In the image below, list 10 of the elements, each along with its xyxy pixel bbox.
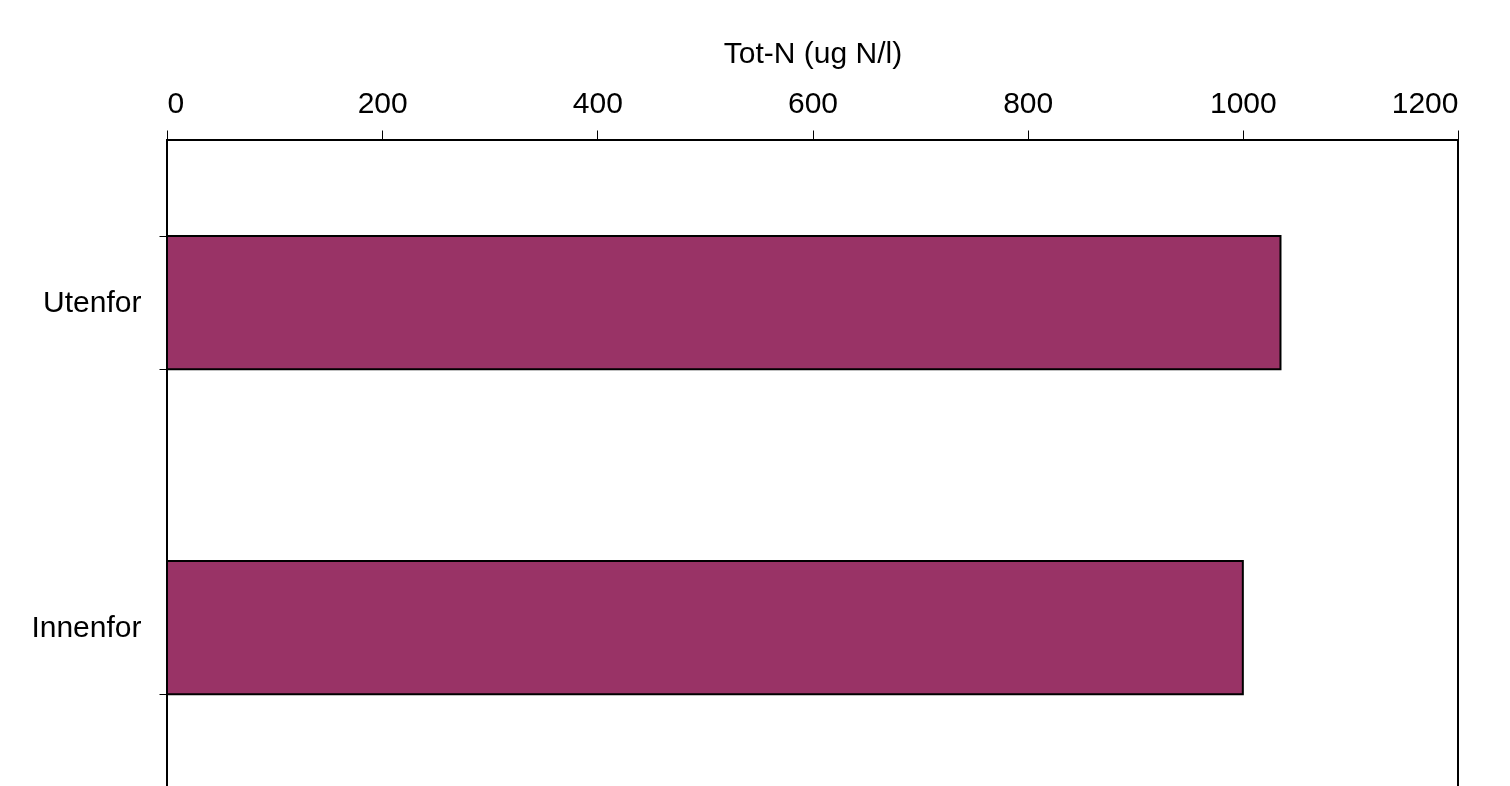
x-tick-label: 800: [1003, 85, 1054, 119]
x-tick-label: 200: [357, 85, 408, 119]
x-tick-label: 0: [167, 85, 185, 119]
y-tick-label: Utenfor: [43, 285, 142, 318]
x-tick-label: 600: [787, 85, 839, 119]
x-tick-label: 1200: [1391, 85, 1459, 119]
y-tick-label: Innenfor: [31, 610, 142, 643]
x-tick-label: 400: [572, 85, 623, 119]
x-axis-title: Tot-N (ug N/l): [723, 35, 903, 69]
x-tick-label: 1000: [1209, 85, 1277, 119]
